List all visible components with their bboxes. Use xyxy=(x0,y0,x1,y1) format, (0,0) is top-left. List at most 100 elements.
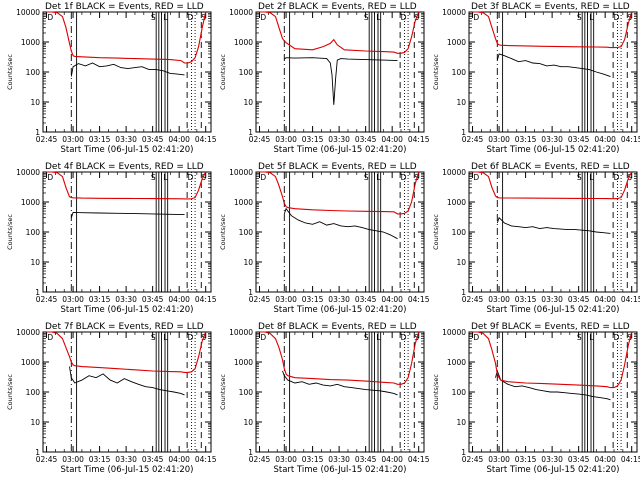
marker-label: S xyxy=(151,173,156,182)
x-tick-label: 03:00 xyxy=(275,455,297,464)
y-tick-label: 10000 xyxy=(229,328,253,337)
marker-label: D xyxy=(260,13,266,22)
x-tick-label: 03:15 xyxy=(89,455,111,464)
x-tick-label: 03:15 xyxy=(302,295,324,304)
panel-title: Det 6f BLACK = Events, RED = LLD xyxy=(471,162,630,172)
y-tick-label: 10 xyxy=(456,258,466,267)
x-tick-label: 04:15 xyxy=(408,135,430,144)
marker-label: L xyxy=(589,333,594,342)
y-tick-label: 100 xyxy=(26,228,41,237)
marker-label: S xyxy=(201,173,206,182)
marker-label: D xyxy=(401,333,407,342)
y-tick-label: 100 xyxy=(452,228,467,237)
x-tick-label: 03:30 xyxy=(541,135,563,144)
x-tick-label: 03:00 xyxy=(488,135,510,144)
y-tick-label: 1000 xyxy=(21,38,40,47)
panel-title: Det 2f BLACK = Events, RED = LLD xyxy=(258,2,417,12)
marker-label: D xyxy=(47,173,53,182)
series-events-line xyxy=(496,53,611,78)
marker-label: D xyxy=(188,13,194,22)
y-tick-label: 10000 xyxy=(442,328,466,337)
y-tick-label: 1 xyxy=(461,288,466,297)
y-tick-label: 10000 xyxy=(16,8,40,17)
x-axis-label: Start Time (06-Jul-15 02:41:20) xyxy=(274,465,407,475)
marker-label: S xyxy=(577,333,582,342)
panel-det-8: Det 8f BLACK = Events, RED = LLD 1 10 100 10… xyxy=(219,322,430,475)
y-tick-label: 1000 xyxy=(234,38,253,47)
marker-label: S xyxy=(577,173,582,182)
x-tick-label: 04:00 xyxy=(594,295,616,304)
x-tick-label: 03:30 xyxy=(541,295,563,304)
x-tick-label: 04:00 xyxy=(594,455,616,464)
y-tick-label: 100 xyxy=(452,388,467,397)
y-tick-label: 1 xyxy=(35,288,40,297)
series-lld-line xyxy=(472,171,633,200)
marker-label: D xyxy=(401,13,407,22)
y-tick-label: 1000 xyxy=(234,198,253,207)
x-axis-label: Start Time (06-Jul-15 02:41:20) xyxy=(274,305,407,315)
panel-det-5: Det 5f BLACK = Events, RED = LLD 1 10 100 10… xyxy=(219,162,430,315)
series-events-line xyxy=(496,216,611,234)
y-tick-label: 10000 xyxy=(442,8,466,17)
y-tick-label: 1000 xyxy=(234,358,253,367)
y-tick-label: 1 xyxy=(248,448,253,457)
y-tick-label: 10000 xyxy=(442,168,466,177)
y-tick-label: 10 xyxy=(30,98,40,107)
series-events-line xyxy=(70,62,185,77)
x-tick-label: 03:00 xyxy=(488,455,510,464)
x-tick-label: 03:00 xyxy=(62,455,84,464)
x-tick-label: 03:00 xyxy=(62,295,84,304)
marker-label: D xyxy=(473,333,479,342)
y-tick-label: 1000 xyxy=(447,198,466,207)
x-tick-label: 04:00 xyxy=(381,295,403,304)
panel-title: Det 7f BLACK = Events, RED = LLD xyxy=(45,322,204,332)
y-tick-label: 10 xyxy=(243,418,253,427)
marker-label: D xyxy=(473,173,479,182)
x-tick-label: 03:45 xyxy=(568,135,590,144)
x-tick-label: 03:30 xyxy=(541,455,563,464)
series-events-line xyxy=(282,370,398,396)
panel-title: Det 8f BLACK = Events, RED = LLD xyxy=(258,322,417,332)
marker-label: D xyxy=(47,13,53,22)
series-events-line xyxy=(69,366,185,396)
x-tick-label: 03:15 xyxy=(515,455,537,464)
x-tick-label: 04:15 xyxy=(408,455,430,464)
panel-det-4: Det 4f BLACK = Events, RED = LLD 1 10 100 10… xyxy=(6,162,217,315)
y-tick-label: 100 xyxy=(239,388,254,397)
y-tick-label: 100 xyxy=(452,68,467,77)
x-tick-label: 03:45 xyxy=(355,135,377,144)
y-axis-label: Counts/sec xyxy=(6,374,14,410)
y-axis-label: Counts/sec xyxy=(6,214,14,250)
y-tick-label: 1 xyxy=(35,128,40,137)
marker-label: D xyxy=(188,333,194,342)
marker-label: S xyxy=(151,13,156,22)
series-events-line xyxy=(70,211,185,218)
marker-label: D xyxy=(260,333,266,342)
marker-label: S xyxy=(627,173,632,182)
y-tick-label: 10 xyxy=(243,98,253,107)
y-tick-label: 10 xyxy=(456,98,466,107)
x-tick-label: 03:45 xyxy=(142,135,164,144)
marker-label: L xyxy=(163,333,168,342)
x-tick-label: 03:45 xyxy=(142,295,164,304)
plot-frame xyxy=(255,171,425,293)
y-axis-label: Counts/sec xyxy=(219,374,227,410)
y-tick-label: 1 xyxy=(35,448,40,457)
x-tick-label: 04:00 xyxy=(381,455,403,464)
x-tick-label: 04:15 xyxy=(621,455,640,464)
series-lld-line xyxy=(46,171,207,200)
series-lld-line xyxy=(472,11,633,49)
y-tick-label: 1 xyxy=(248,288,253,297)
panel-det-3: Det 3f BLACK = Events, RED = LLD 1 10 100 10… xyxy=(432,2,640,155)
x-tick-label: 04:15 xyxy=(621,135,640,144)
y-tick-label: 100 xyxy=(239,68,254,77)
panel-det-2: Det 2f BLACK = Events, RED = LLD 1 10 100 10… xyxy=(219,2,430,155)
series-events-line xyxy=(495,369,611,401)
y-tick-label: 100 xyxy=(26,68,41,77)
panel-title: Det 9f BLACK = Events, RED = LLD xyxy=(471,322,630,332)
plot-frame xyxy=(42,171,212,293)
panel-title: Det 5f BLACK = Events, RED = LLD xyxy=(258,162,417,172)
y-tick-label: 1 xyxy=(461,128,466,137)
y-tick-label: 10 xyxy=(30,258,40,267)
